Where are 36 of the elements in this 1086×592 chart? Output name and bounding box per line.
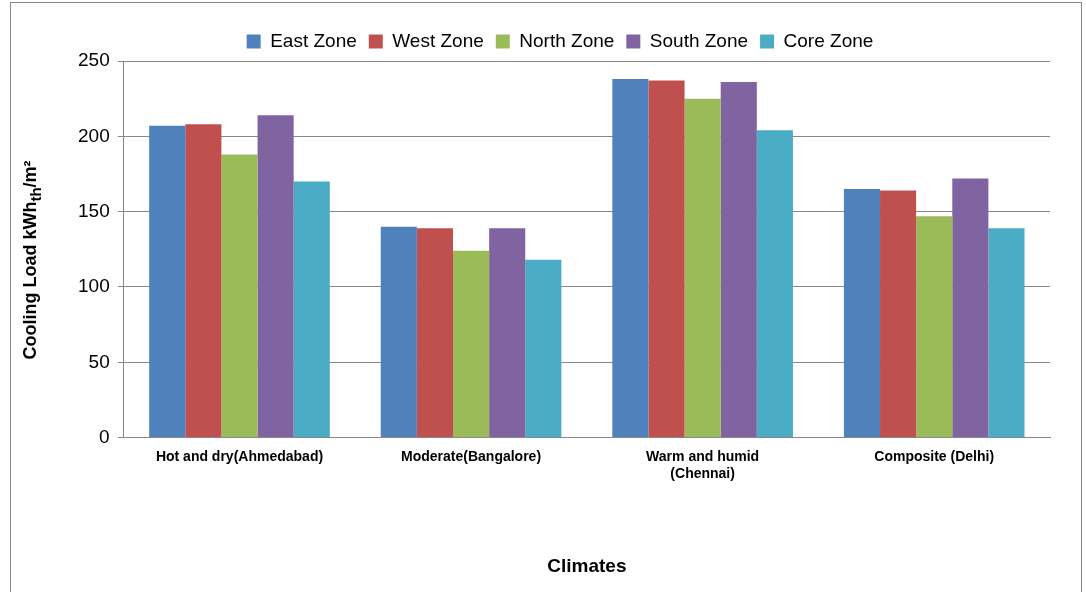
y-tick-label: 150 [78, 199, 110, 221]
legend-label: West Zone [392, 29, 484, 51]
bar [221, 154, 258, 438]
bar [756, 130, 793, 438]
legend-label: East Zone [270, 29, 357, 51]
x-tick-label: Moderate(Bangalore) [401, 447, 542, 464]
bar [380, 226, 417, 438]
bar [293, 181, 330, 438]
x-axis-title: Climates [547, 554, 627, 576]
bar [525, 259, 562, 438]
y-tick-label: 250 [78, 49, 110, 71]
legend-label: Core Zone [783, 29, 874, 51]
bar [952, 178, 989, 438]
bar [720, 82, 757, 438]
y-tick-label: 0 [99, 425, 110, 447]
bar [149, 125, 186, 438]
bar [684, 98, 721, 438]
bar [185, 124, 222, 438]
bar [612, 79, 649, 438]
y-tick-label: 100 [78, 275, 110, 297]
x-tick-label: Hot and dry(Ahmedabad) [155, 447, 324, 464]
x-tick-label: Warm and humid (Chennai) [646, 447, 760, 481]
legend-label: South Zone [649, 29, 749, 51]
bar [648, 80, 685, 438]
x-tick-label: Composite (Delhi) [874, 447, 995, 464]
bar [843, 189, 881, 438]
y-tick-label: 50 [88, 350, 110, 372]
bar [416, 228, 453, 438]
bar [257, 115, 294, 438]
bar [916, 216, 953, 438]
y-tick-label: 200 [78, 124, 110, 146]
legend-label: North Zone [519, 29, 615, 51]
bar [489, 228, 526, 438]
bar [880, 190, 917, 438]
bar [453, 250, 490, 438]
bar [988, 228, 1025, 438]
